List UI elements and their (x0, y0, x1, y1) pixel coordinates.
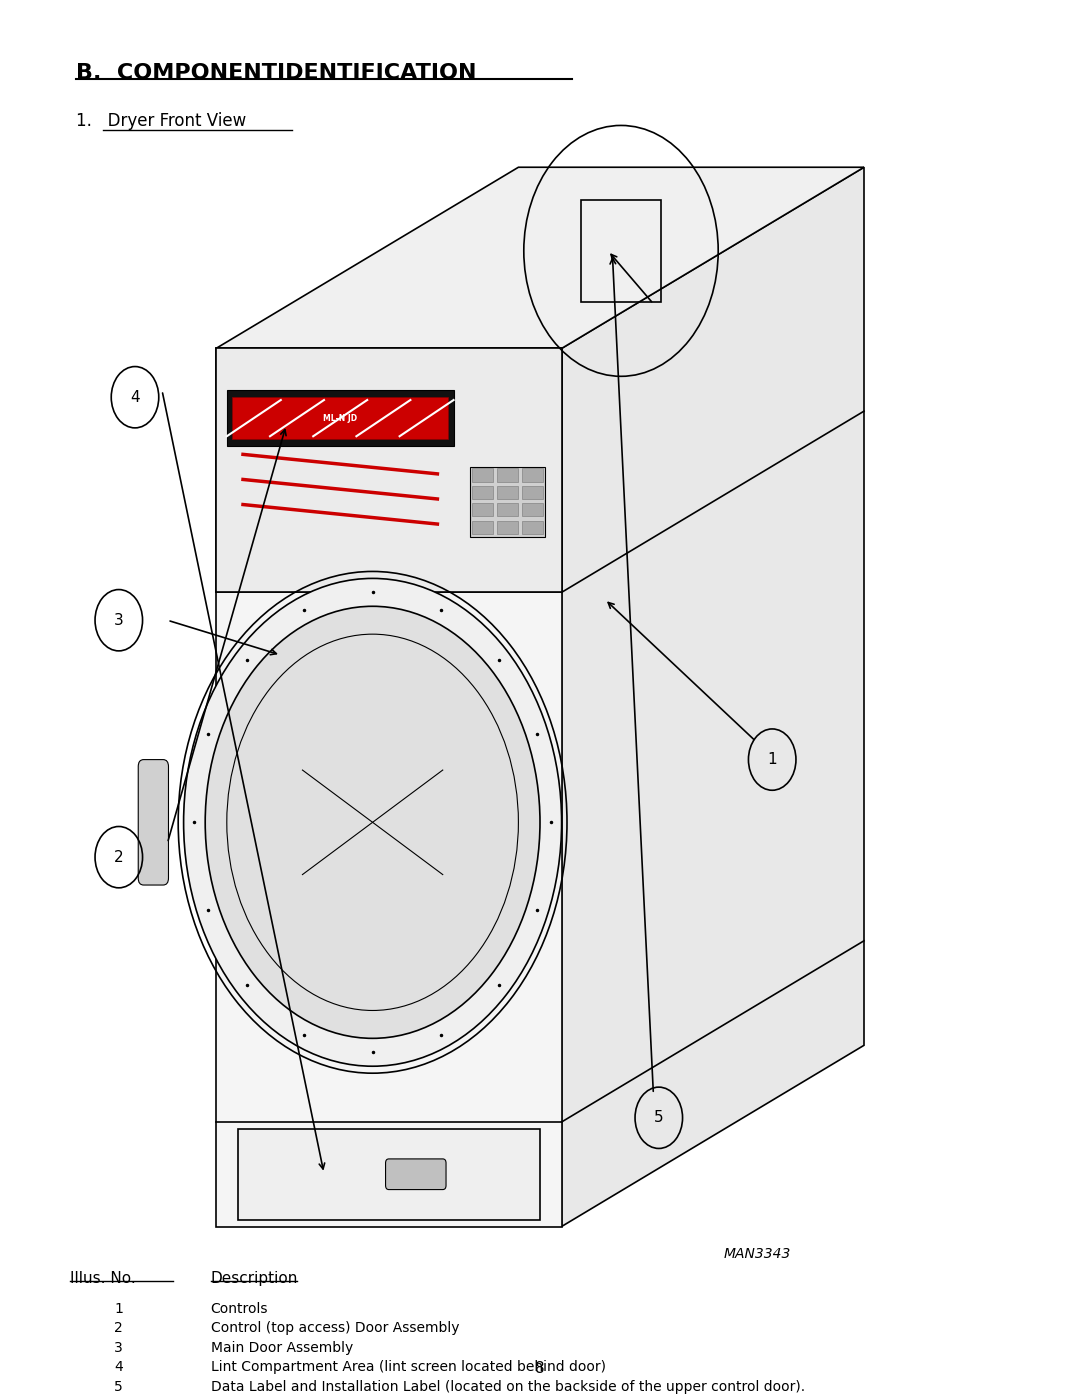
Text: Data Label and Installation Label (located on the backside of the upper control : Data Label and Installation Label (locat… (211, 1380, 805, 1394)
Text: 3: 3 (114, 1341, 123, 1355)
Polygon shape (523, 503, 543, 517)
Polygon shape (523, 521, 543, 534)
Text: 5: 5 (654, 1111, 663, 1126)
Polygon shape (523, 468, 543, 482)
Polygon shape (232, 397, 448, 439)
Circle shape (184, 578, 562, 1066)
FancyBboxPatch shape (386, 1160, 446, 1190)
Polygon shape (216, 348, 562, 592)
Text: 4: 4 (114, 1361, 123, 1375)
Circle shape (205, 606, 540, 1038)
Polygon shape (472, 468, 492, 482)
Polygon shape (497, 468, 518, 482)
Text: 2: 2 (114, 1322, 123, 1336)
Text: ML-N JD: ML-N JD (323, 414, 357, 423)
Polygon shape (216, 168, 864, 348)
Text: Control (top access) Door Assembly: Control (top access) Door Assembly (211, 1322, 459, 1336)
Text: Controls: Controls (211, 1302, 268, 1316)
Polygon shape (523, 486, 543, 499)
Text: Description: Description (211, 1271, 298, 1287)
Text: 5: 5 (114, 1380, 123, 1394)
FancyBboxPatch shape (138, 760, 168, 886)
Text: Main Door Assembly: Main Door Assembly (211, 1341, 353, 1355)
Polygon shape (562, 168, 864, 1227)
Text: 1.   Dryer Front View: 1. Dryer Front View (76, 112, 246, 130)
Polygon shape (238, 1129, 540, 1220)
Text: 2: 2 (114, 849, 123, 865)
Text: 3: 3 (113, 613, 124, 627)
Polygon shape (227, 390, 454, 446)
Text: 4: 4 (131, 390, 139, 405)
Text: 1: 1 (768, 752, 777, 767)
Polygon shape (497, 503, 518, 517)
Polygon shape (470, 467, 545, 536)
Text: B.  COMPONENTIDENTIFICATION: B. COMPONENTIDENTIFICATION (76, 63, 476, 82)
Polygon shape (497, 521, 518, 534)
Text: Lint Compartment Area (lint screen located behind door): Lint Compartment Area (lint screen locat… (211, 1361, 606, 1375)
Polygon shape (472, 503, 492, 517)
Text: 1: 1 (114, 1302, 123, 1316)
Text: MAN3343: MAN3343 (724, 1248, 791, 1261)
Polygon shape (216, 348, 562, 1227)
Polygon shape (472, 486, 492, 499)
Text: 8: 8 (536, 1361, 544, 1376)
Polygon shape (497, 486, 518, 499)
Polygon shape (472, 521, 492, 534)
Text: Illus. No.: Illus. No. (70, 1271, 136, 1287)
